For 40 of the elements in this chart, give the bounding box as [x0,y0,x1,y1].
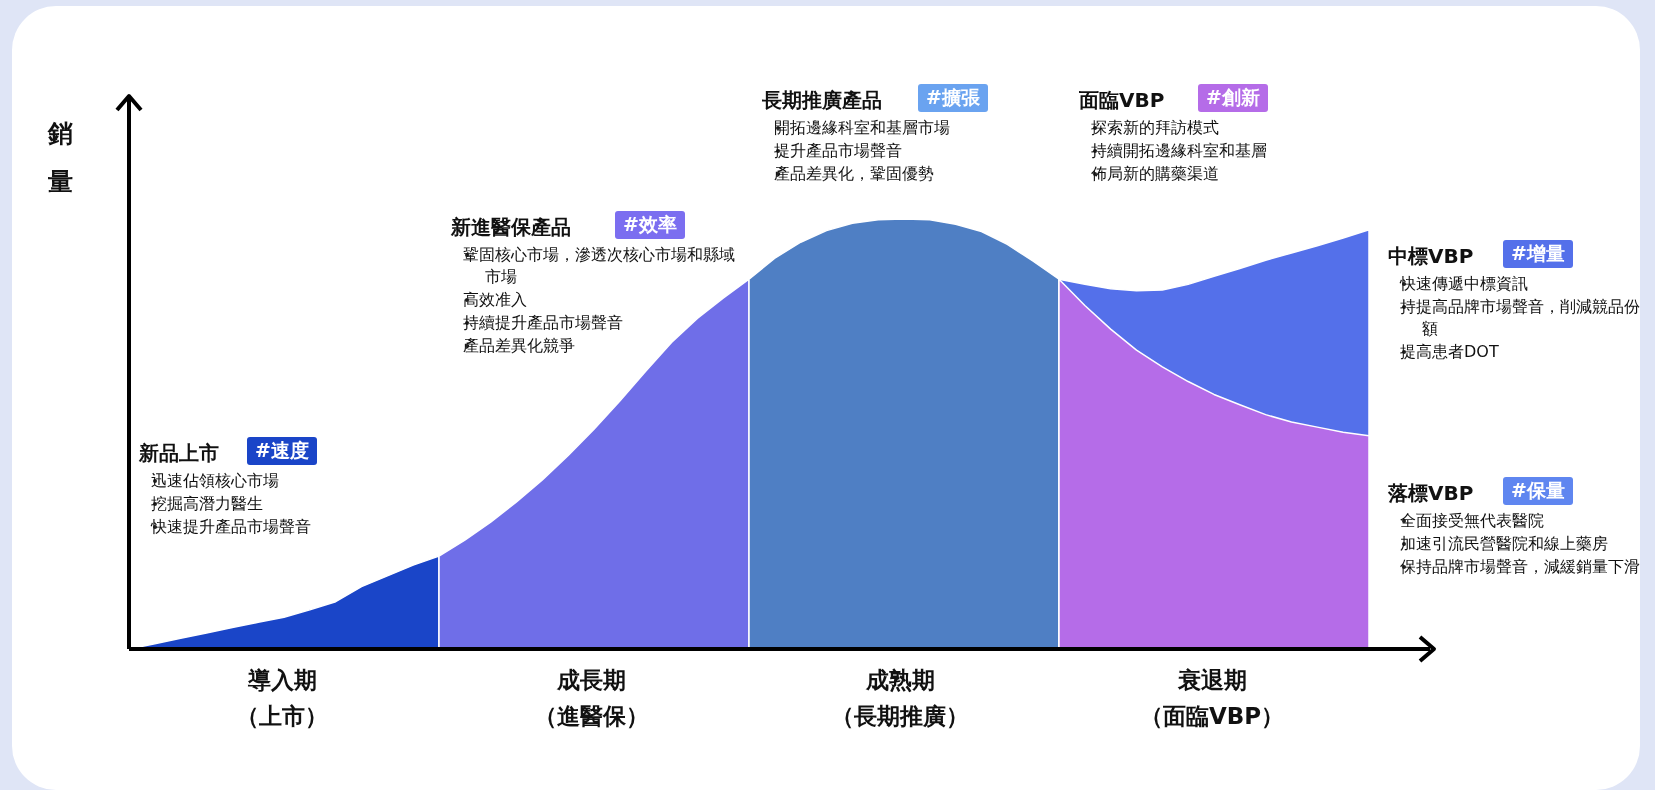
annotation: 產品差異化競爭 [463,335,576,357]
annotation: 迅速佔領核心市場 [151,470,280,492]
text: 提升產品市場聲音 [774,140,903,162]
text: 成熟期 [864,666,936,695]
annotation: 挖掘高潛力醫生 [151,493,264,515]
text: #擴張 [918,84,988,112]
text: 持續開拓邊緣科室和基層 [1091,140,1268,162]
annotation: 新進醫保產品 [451,214,571,241]
annotation: #效率 [615,211,685,239]
text: 全面接受無代表醫院 [1400,510,1545,532]
annotation: 鞏固核心市場，滲透次核心市場和縣域市場 [463,244,735,288]
text: （進醫保） [532,702,650,731]
annotation: 持續提升產品市場聲音 [463,312,624,334]
text: 中標VBP [1388,243,1474,270]
annotation: 高效准入 [463,289,528,311]
text: 保持品牌市場聲音，減緩銷量下滑 [1400,556,1641,578]
annotation: 快速提升產品市場聲音 [151,516,312,538]
text: 提高患者DOT [1400,341,1500,363]
text: 成長期 [555,666,627,695]
text: #創新 [1198,84,1268,112]
text: 導入期 [246,666,318,695]
y-axis-title: 銷量 [48,118,74,198]
text: 持提高品牌市場聲音，削減競品份額 [1400,296,1641,340]
text: 面臨VBP [1079,87,1165,114]
text: 開拓邊緣科室和基層市場 [774,117,951,139]
text: #保量 [1503,477,1573,505]
annotation: 新品上市 [139,440,219,467]
text: 衰退期 [1176,666,1248,695]
text: 佈局新的購藥渠道 [1091,163,1220,185]
text: 長期推廣產品 [762,87,882,114]
text: 產品差異化，鞏固優勢 [774,163,935,185]
text: 探索新的拜訪模式 [1091,117,1220,139]
text: 落標VBP [1388,480,1474,507]
text: （長期推廣） [830,702,970,731]
text: #增量 [1503,240,1573,268]
text: 加速引流民營醫院和線上藥房 [1400,533,1609,555]
text: （面臨VBP） [1138,702,1286,731]
text: 快速傳遞中標資訊 [1400,273,1529,295]
annotation: #速度 [247,437,317,465]
text: （上市） [235,702,329,731]
